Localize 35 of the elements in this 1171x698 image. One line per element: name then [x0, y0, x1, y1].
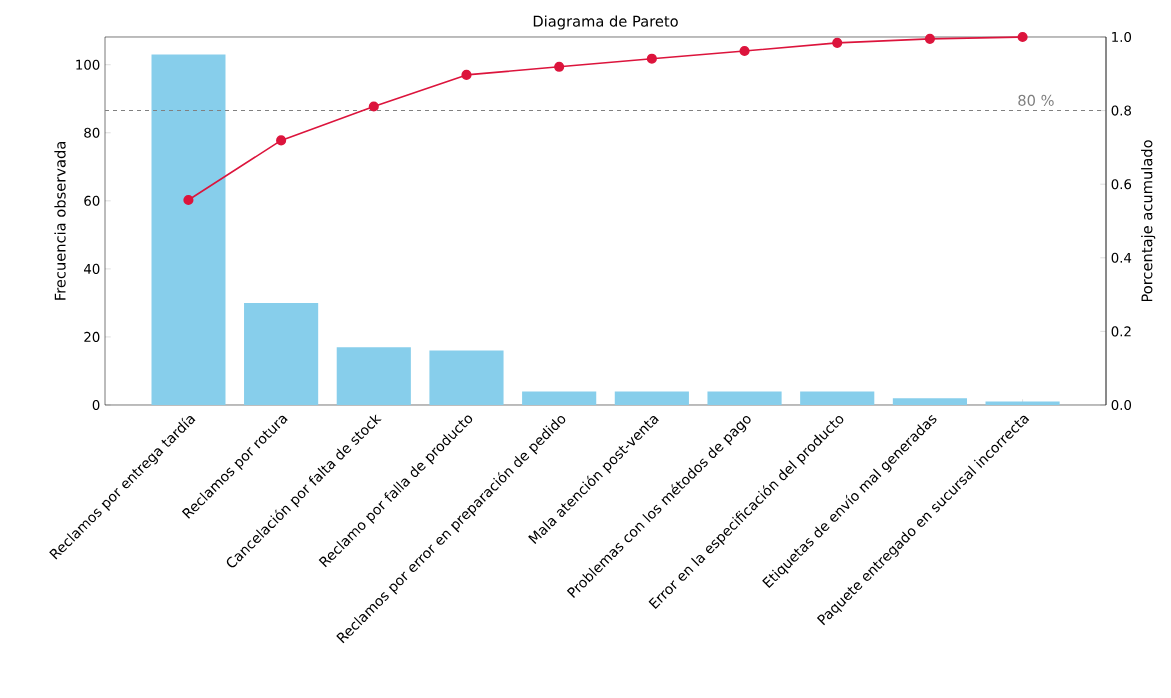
bar	[707, 391, 782, 405]
y-tick-label: 40	[83, 263, 100, 274]
y2-axis-title: Porcentaje acumulado	[1141, 140, 1156, 302]
y2-tick-label: 0.0	[1111, 399, 1132, 411]
point	[739, 45, 750, 57]
bar	[244, 302, 319, 405]
point	[646, 53, 657, 64]
y-tick-label: 0	[92, 399, 100, 411]
y2-tick-label: 1.0	[1112, 31, 1132, 43]
y2-tick-label: 0.6	[1111, 179, 1132, 190]
point	[554, 61, 565, 72]
y-tick-label: 80	[84, 127, 100, 138]
point	[368, 101, 379, 112]
y-tick-label: 20	[84, 331, 100, 342]
point	[924, 33, 935, 44]
ref-line-label: 80 %	[1018, 94, 1054, 106]
y-axis-title: Frecuencia observada	[54, 142, 66, 300]
bar	[800, 391, 875, 405]
point	[276, 135, 287, 146]
bar	[522, 391, 597, 405]
point	[461, 69, 472, 80]
bar	[892, 398, 967, 405]
point	[1017, 31, 1028, 43]
bar	[429, 350, 504, 405]
point	[832, 37, 843, 48]
bar	[336, 347, 411, 405]
bar	[614, 391, 689, 405]
y2-tick-label: 0.2	[1111, 326, 1131, 337]
chart-title: Diagrama de Pareto	[533, 15, 678, 30]
y2-tick-label: 0.4	[1111, 252, 1132, 263]
y-tick-label: 60	[84, 195, 100, 206]
bar	[151, 54, 226, 405]
point	[183, 194, 194, 206]
y2-tick-label: 0.8	[1111, 105, 1132, 116]
y-tick-label: 100	[76, 59, 100, 70]
